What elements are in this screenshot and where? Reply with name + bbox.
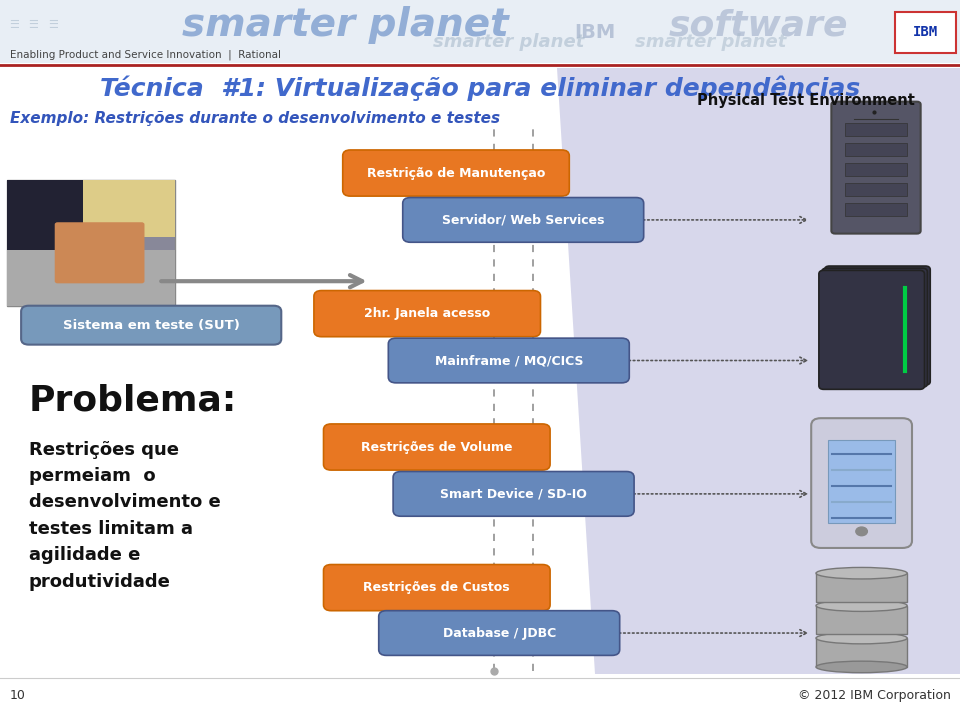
FancyBboxPatch shape [845,123,907,136]
FancyBboxPatch shape [811,418,912,548]
FancyBboxPatch shape [845,203,907,216]
Text: smarter planet: smarter planet [635,33,786,50]
Text: Restrições que
permeiam  o
desenvolvimento e
testes limitam a
agilidade e
produt: Restrições que permeiam o desenvolviment… [29,441,221,590]
Text: Physical Test Environment: Physical Test Environment [698,94,915,108]
FancyBboxPatch shape [845,143,907,156]
Text: 2hr. Janela acesso: 2hr. Janela acesso [364,307,491,320]
Text: Exemplo: Restrições durante o desenvolvimento e testes: Exemplo: Restrições durante o desenvolvi… [10,112,500,126]
Circle shape [855,527,867,536]
Text: Restrição de Manutençao: Restrição de Manutençao [367,167,545,180]
Text: Enabling Product and Service Innovation  |  Rational: Enabling Product and Service Innovation … [10,50,280,60]
Ellipse shape [816,632,907,644]
Text: IBM: IBM [575,23,615,42]
FancyBboxPatch shape [394,472,635,516]
Text: Técnica  #1: Virtualização para eliminar dependências: Técnica #1: Virtualização para eliminar … [100,75,860,101]
Ellipse shape [816,567,907,579]
FancyBboxPatch shape [8,249,175,306]
Text: smarter planet: smarter planet [182,6,509,44]
FancyBboxPatch shape [816,638,907,667]
Text: IBM: IBM [913,25,938,40]
Text: software: software [669,8,848,43]
Polygon shape [557,68,960,674]
Ellipse shape [816,600,907,611]
Ellipse shape [816,661,907,673]
FancyBboxPatch shape [8,180,175,306]
FancyBboxPatch shape [388,338,630,383]
FancyBboxPatch shape [816,573,907,602]
Text: ☰: ☰ [29,20,38,30]
Text: Database / JDBC: Database / JDBC [443,627,556,640]
Text: Servidor/ Web Services: Servidor/ Web Services [442,213,605,226]
FancyBboxPatch shape [816,606,907,634]
Text: Restrições de Volume: Restrições de Volume [361,441,513,454]
Text: ☰: ☰ [48,20,58,30]
Text: © 2012 IBM Corporation: © 2012 IBM Corporation [798,689,950,702]
FancyBboxPatch shape [819,270,924,389]
FancyBboxPatch shape [8,180,83,249]
FancyBboxPatch shape [831,102,921,234]
FancyBboxPatch shape [55,222,144,283]
FancyBboxPatch shape [83,180,175,237]
FancyBboxPatch shape [0,0,960,63]
Text: 10: 10 [10,689,26,702]
FancyBboxPatch shape [825,266,930,385]
Text: Restrições de Custos: Restrições de Custos [364,581,510,594]
FancyBboxPatch shape [378,611,620,655]
Text: Sistema em teste (SUT): Sistema em teste (SUT) [62,319,240,332]
FancyBboxPatch shape [403,198,644,242]
FancyBboxPatch shape [845,183,907,196]
FancyBboxPatch shape [822,268,927,387]
Text: smarter planet: smarter planet [433,33,585,50]
FancyBboxPatch shape [21,306,281,345]
FancyBboxPatch shape [845,163,907,176]
Text: Problema:: Problema: [29,383,237,417]
FancyBboxPatch shape [343,150,569,196]
Text: Mainframe / MQ/CICS: Mainframe / MQ/CICS [435,354,583,367]
Text: ☰: ☰ [10,20,19,30]
FancyBboxPatch shape [828,440,895,523]
FancyBboxPatch shape [324,565,550,611]
Text: Smart Device / SD-IO: Smart Device / SD-IO [441,487,587,500]
FancyBboxPatch shape [895,12,956,53]
FancyBboxPatch shape [324,424,550,470]
FancyBboxPatch shape [314,291,540,337]
